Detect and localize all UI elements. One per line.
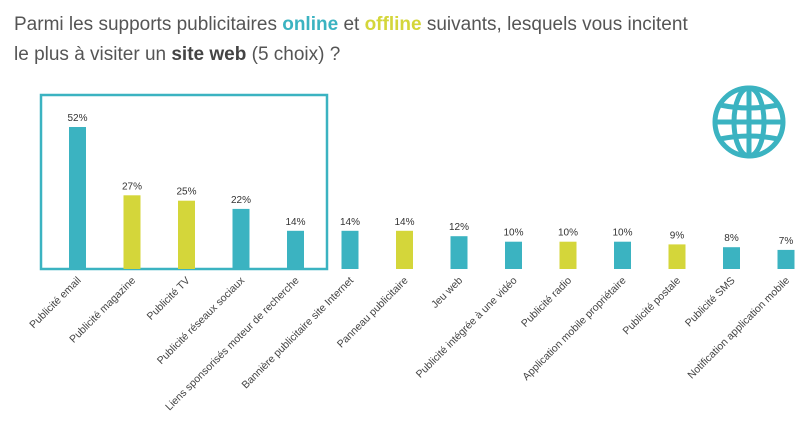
category-label: Notification application mobile [685, 275, 792, 382]
title-online: online [282, 14, 339, 35]
title-text-3: suivants, lesquels vous incitent le plus… [14, 14, 688, 65]
bar [723, 247, 740, 269]
value-label: 8% [724, 233, 739, 244]
category-label: Jeu web [429, 275, 465, 311]
title-text-2: et [338, 14, 365, 35]
value-label: 7% [779, 236, 794, 247]
globe-icon [712, 85, 786, 159]
title-site-web: site web [171, 44, 247, 65]
value-label: 10% [503, 228, 523, 239]
bar [614, 241, 631, 269]
bar [341, 230, 359, 269]
bar [559, 241, 577, 269]
value-label: 14% [285, 217, 305, 228]
value-label: 27% [122, 181, 142, 192]
bar [232, 208, 250, 269]
category-label: Application mobile propriétaire [520, 275, 628, 383]
category-label: Publicité réseaux sociaux [155, 274, 248, 367]
value-label: 9% [670, 230, 685, 241]
value-label: 14% [340, 217, 360, 228]
question-title: Parmi les supports publicitaires online … [14, 10, 694, 70]
title-offline: offline [364, 14, 422, 35]
bar [287, 230, 304, 269]
category-label: Bannière publicitaire site Internet [240, 275, 357, 392]
value-label: 10% [612, 228, 632, 239]
bar [69, 127, 86, 269]
value-label: 22% [231, 195, 251, 206]
bar [178, 200, 195, 269]
value-label: 10% [558, 228, 578, 239]
category-label: Publicité SMS [683, 275, 738, 330]
bar [668, 244, 686, 269]
value-label: 14% [394, 217, 414, 228]
category-label: Publicité intégrée à une vidéo [414, 275, 520, 381]
value-label: 52% [67, 113, 87, 124]
bar [777, 249, 795, 269]
value-label: 25% [176, 187, 196, 198]
bar [123, 195, 141, 269]
category-label: Publicité TV [145, 275, 193, 323]
bar [505, 241, 522, 269]
bar [396, 230, 413, 269]
category-label: Publicité postale [621, 275, 684, 338]
value-label: 12% [449, 222, 469, 233]
category-label: Publicité email [27, 275, 83, 331]
category-label: Publicité radio [519, 275, 574, 330]
title-text-1: Parmi les supports publicitaires [14, 14, 283, 35]
bar [450, 236, 468, 269]
title-text-4: (5 choix) ? [246, 44, 341, 65]
